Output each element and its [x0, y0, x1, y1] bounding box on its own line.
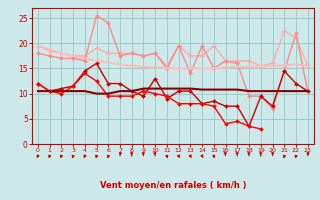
- Text: Vent moyen/en rafales ( km/h ): Vent moyen/en rafales ( km/h ): [100, 182, 246, 190]
